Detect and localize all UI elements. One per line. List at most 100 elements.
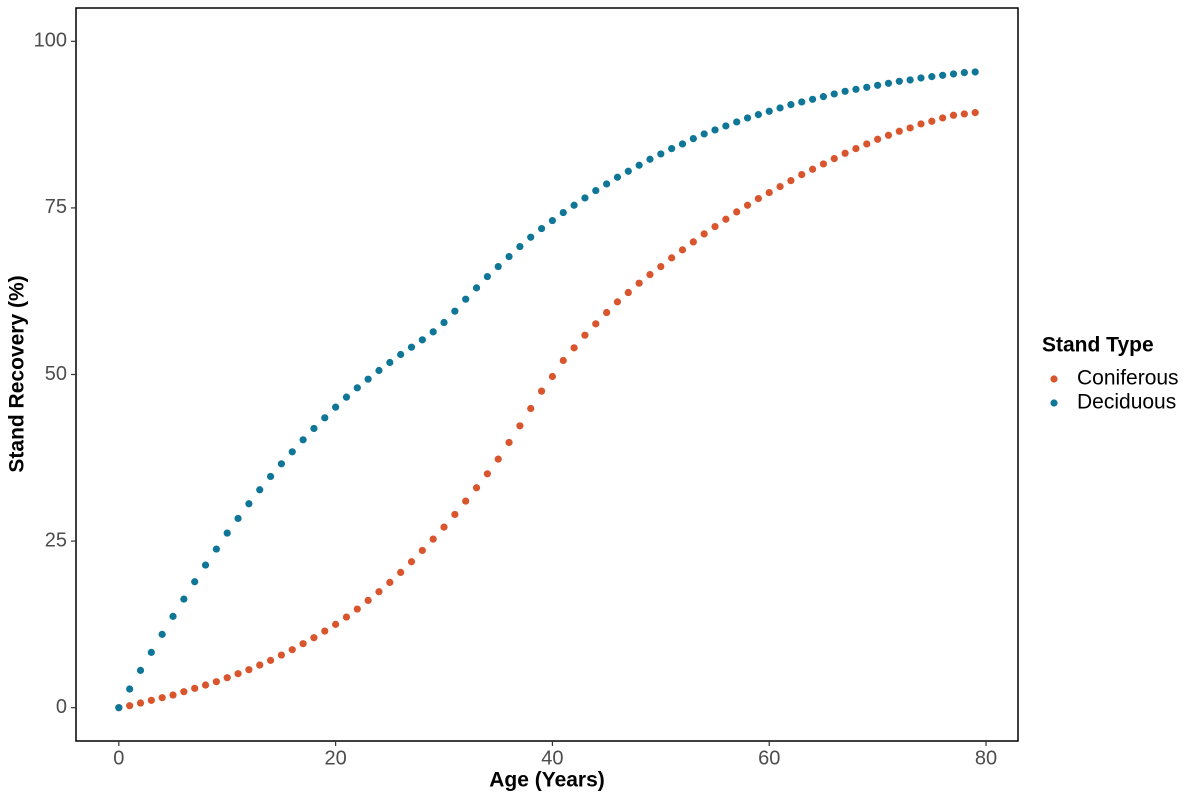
y-tick-label: 75 (45, 196, 67, 218)
point (884, 131, 893, 139)
point (624, 288, 632, 297)
point (722, 215, 730, 223)
point (613, 173, 622, 181)
point (733, 118, 741, 126)
point (158, 694, 166, 702)
point (863, 83, 871, 91)
point (668, 254, 676, 262)
point (939, 114, 947, 122)
point (451, 510, 459, 519)
point (201, 681, 210, 689)
point (971, 109, 979, 117)
point (180, 688, 188, 696)
point (743, 114, 752, 122)
point (689, 238, 697, 246)
point (906, 124, 914, 132)
point (689, 135, 697, 143)
point (266, 656, 275, 664)
point (852, 85, 860, 93)
point (613, 298, 622, 306)
x-tick-label: 40 (541, 747, 563, 769)
point (895, 77, 903, 85)
point (494, 262, 502, 271)
legend-label: Coniferous (1077, 367, 1179, 390)
point (516, 242, 524, 251)
point (928, 117, 936, 125)
point (451, 307, 459, 315)
point (917, 74, 925, 82)
point (559, 208, 567, 217)
point (559, 356, 567, 365)
point (635, 279, 643, 287)
point (201, 561, 210, 569)
point (711, 126, 719, 134)
point (819, 93, 828, 101)
point (581, 331, 589, 339)
point (700, 130, 708, 138)
point (136, 666, 145, 674)
point (516, 422, 524, 430)
point (266, 472, 275, 481)
y-tick-label: 25 (45, 529, 67, 551)
point (852, 145, 860, 153)
point (971, 68, 979, 76)
point (234, 670, 242, 678)
x-tick-label: 0 (113, 747, 124, 769)
point (624, 167, 632, 175)
point (288, 448, 296, 456)
point (548, 372, 557, 381)
point (256, 661, 264, 669)
point (863, 140, 871, 148)
point (386, 358, 394, 367)
point (364, 375, 372, 383)
y-tick-label: 50 (45, 363, 67, 385)
point (212, 545, 220, 553)
point (191, 684, 199, 692)
legend-label: Deciduous (1077, 391, 1176, 414)
x-tick-label: 80 (975, 747, 997, 769)
point (136, 699, 145, 707)
point (570, 344, 578, 352)
point (678, 246, 687, 254)
point (722, 122, 730, 130)
point (787, 176, 795, 185)
point (212, 678, 220, 686)
point (332, 403, 340, 411)
point (299, 436, 307, 444)
point (603, 308, 611, 317)
y-axis-title: Stand Recovery (%) (6, 275, 29, 472)
point (505, 438, 513, 447)
point (592, 320, 600, 328)
point (418, 546, 426, 555)
point (310, 424, 318, 433)
point (223, 674, 231, 682)
point (917, 120, 925, 128)
point (386, 578, 394, 587)
point (646, 270, 654, 279)
point (765, 188, 773, 197)
point (537, 387, 546, 395)
point (321, 414, 329, 422)
point (407, 558, 416, 566)
point (895, 127, 903, 135)
point (245, 666, 253, 674)
point (234, 514, 242, 523)
point (874, 135, 882, 143)
point (494, 455, 502, 463)
point (288, 646, 296, 654)
point (548, 216, 557, 225)
point (754, 111, 762, 119)
point (277, 651, 286, 659)
point (147, 696, 155, 704)
point (668, 145, 676, 153)
point (397, 568, 405, 577)
point (462, 295, 470, 303)
point (841, 149, 849, 157)
x-axis-title: Age (Years) (489, 769, 605, 792)
legend-marker (1050, 399, 1058, 407)
point (158, 630, 166, 638)
point (169, 612, 177, 620)
point (353, 384, 361, 392)
point (646, 155, 654, 163)
point (754, 194, 762, 203)
